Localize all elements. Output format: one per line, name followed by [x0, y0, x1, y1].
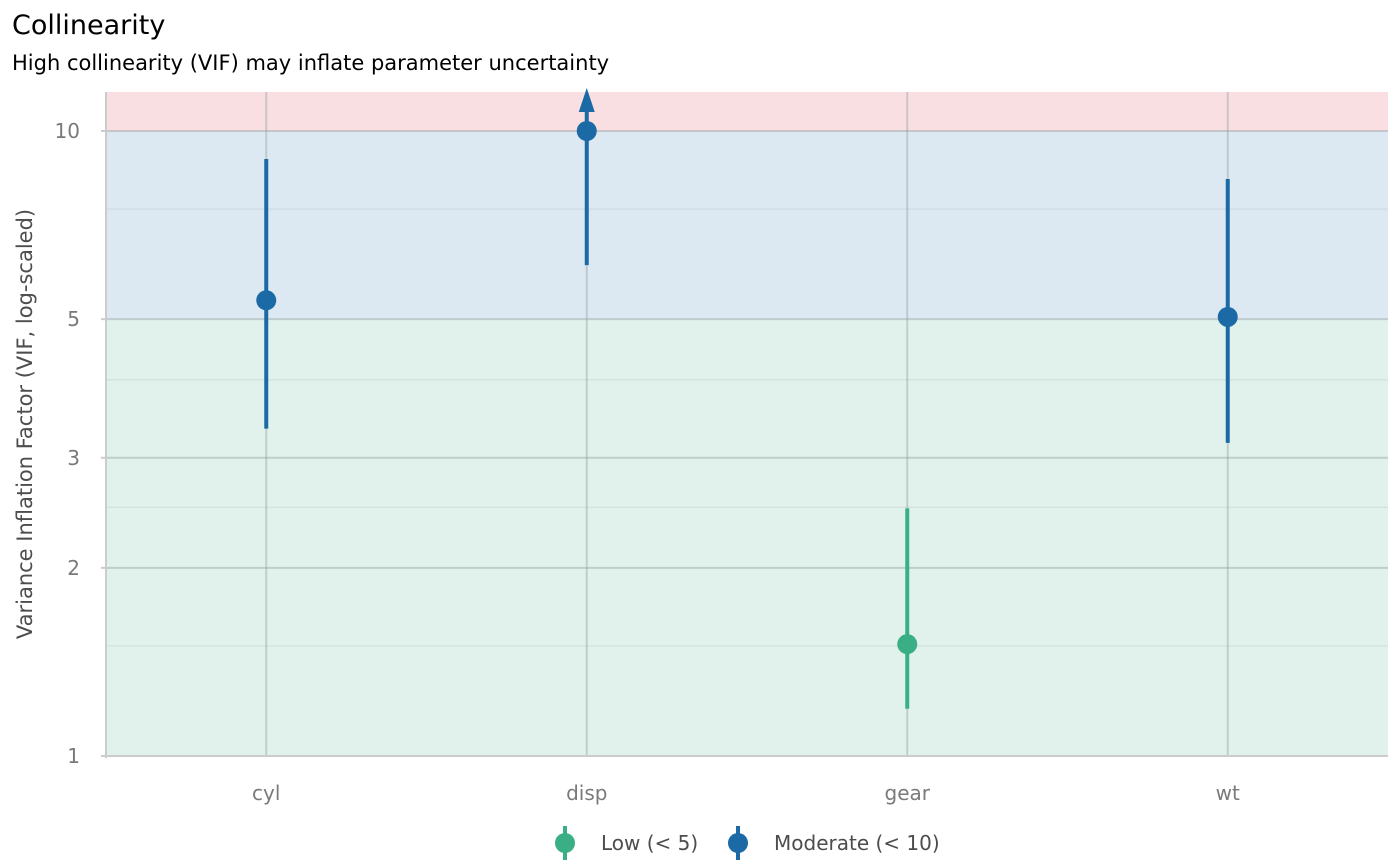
y-tick-label: 1	[67, 744, 80, 768]
band-moderate	[106, 131, 1388, 320]
legend-key-point	[555, 833, 575, 853]
ci-arrow-disp	[578, 88, 595, 112]
y-tick-label: 2	[67, 556, 80, 580]
legend-label: Low (< 5)	[601, 831, 698, 855]
marks-layer	[256, 88, 1238, 709]
legend-label: Moderate (< 10)	[774, 831, 940, 855]
axis-layer: 1 2 3 5 10 cyl disp gear wt	[55, 92, 1388, 805]
chart-title: Collinearity	[12, 10, 165, 41]
band-high	[106, 92, 1388, 131]
x-tick-label: cyl	[252, 781, 280, 805]
x-tick-label: gear	[885, 781, 931, 805]
band-layer	[106, 92, 1388, 756]
y-tick-label: 5	[67, 307, 80, 331]
legend: Low (< 5) Moderate (< 10)	[555, 826, 940, 860]
point-cyl	[256, 290, 277, 311]
chart-subtitle: High collinearity (VIF) may inflate para…	[12, 51, 609, 75]
y-tick-label: 3	[67, 446, 80, 470]
y-tick-label: 10	[55, 119, 80, 143]
y-axis-label: Variance Inflation Factor (VIF, log-scal…	[13, 209, 37, 639]
legend-key-point	[728, 833, 748, 853]
x-tick-label: wt	[1216, 781, 1240, 805]
x-tick-label: disp	[566, 781, 607, 805]
point-wt	[1217, 306, 1238, 327]
point-disp	[576, 121, 597, 141]
band-low	[106, 319, 1388, 756]
point-gear	[897, 634, 918, 655]
